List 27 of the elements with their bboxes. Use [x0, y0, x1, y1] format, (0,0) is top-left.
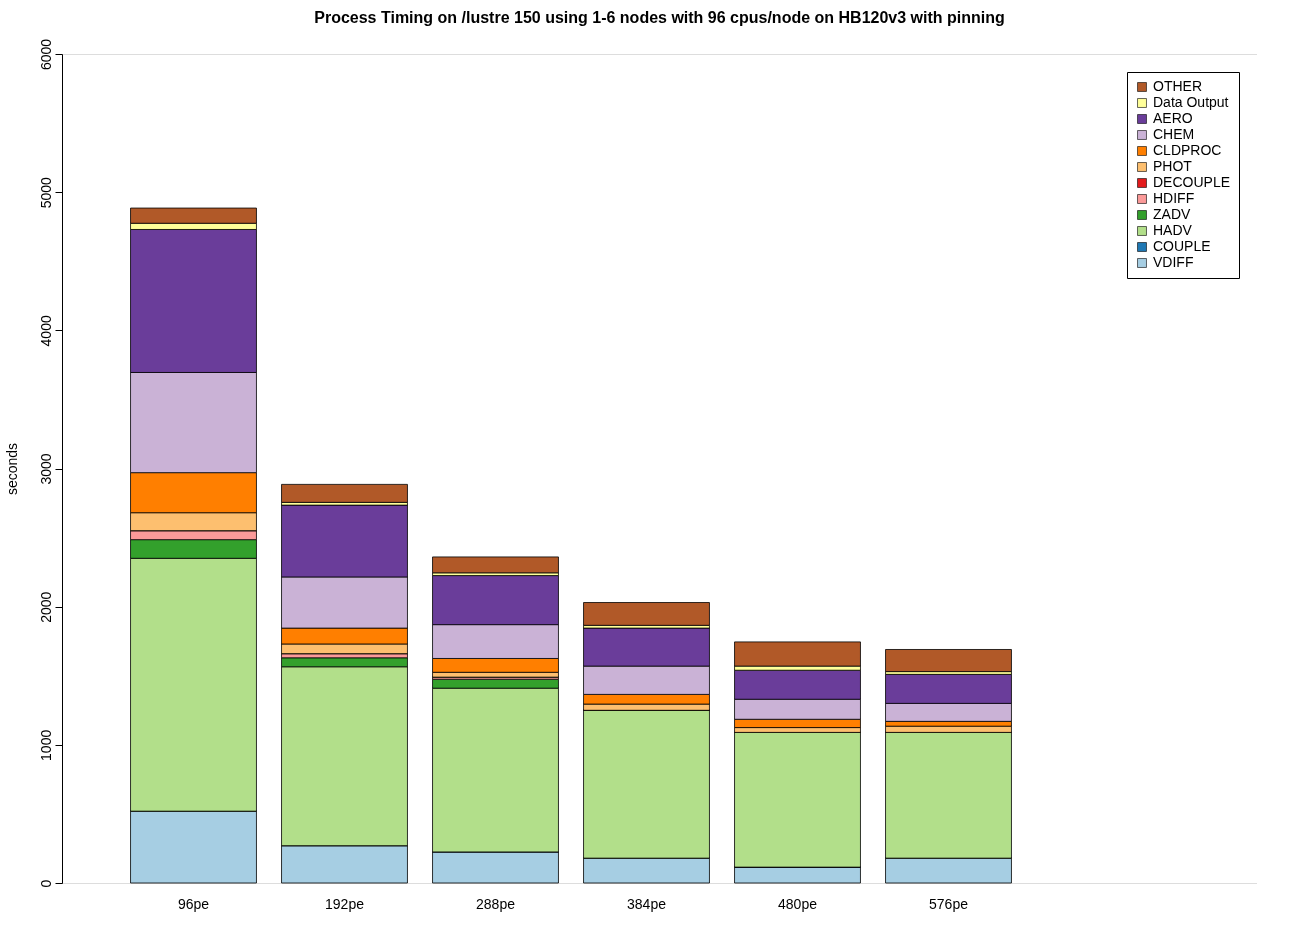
x-tick-label: 576pe [929, 895, 969, 912]
y-tick-label: 1000 [37, 729, 54, 761]
legend-label: COUPLE [1153, 238, 1211, 254]
y-axis-title: seconds [3, 442, 20, 496]
y-tick-label: 6000 [37, 38, 54, 71]
chart-title: Process Timing on /lustre 150 using 1-6 nodes with 96 cpus/node on HB120v3 with pinning [314, 9, 1005, 27]
legend-label: ZADV [1153, 206, 1191, 222]
legend-label: CHEM [1153, 126, 1195, 142]
legend-label: OTHER [1153, 78, 1202, 94]
x-tick-label: 480pe [778, 895, 818, 912]
legend-label: HDIFF [1153, 190, 1195, 206]
legend-label: DECOUPLE [1153, 174, 1231, 190]
x-tick-label: 192pe [325, 895, 365, 912]
y-tick-label: 3000 [37, 453, 54, 485]
y-tick-label: 4000 [37, 315, 54, 347]
legend-label: HADV [1153, 222, 1193, 238]
y-tick-label: 5000 [37, 176, 54, 209]
legend-label: AERO [1153, 110, 1193, 126]
x-tick-label: 384pe [627, 895, 667, 912]
x-tick-label: 288pe [476, 895, 516, 912]
y-tick-label: 0 [37, 879, 54, 888]
legend-label: PHOT [1153, 158, 1193, 174]
y-tick-label: 2000 [37, 591, 54, 623]
legend-label: CLDPROC [1153, 142, 1222, 158]
legend-label: Data Output [1153, 94, 1229, 110]
x-tick-label: 96pe [177, 895, 210, 912]
legend-label: VDIFF [1153, 254, 1194, 270]
